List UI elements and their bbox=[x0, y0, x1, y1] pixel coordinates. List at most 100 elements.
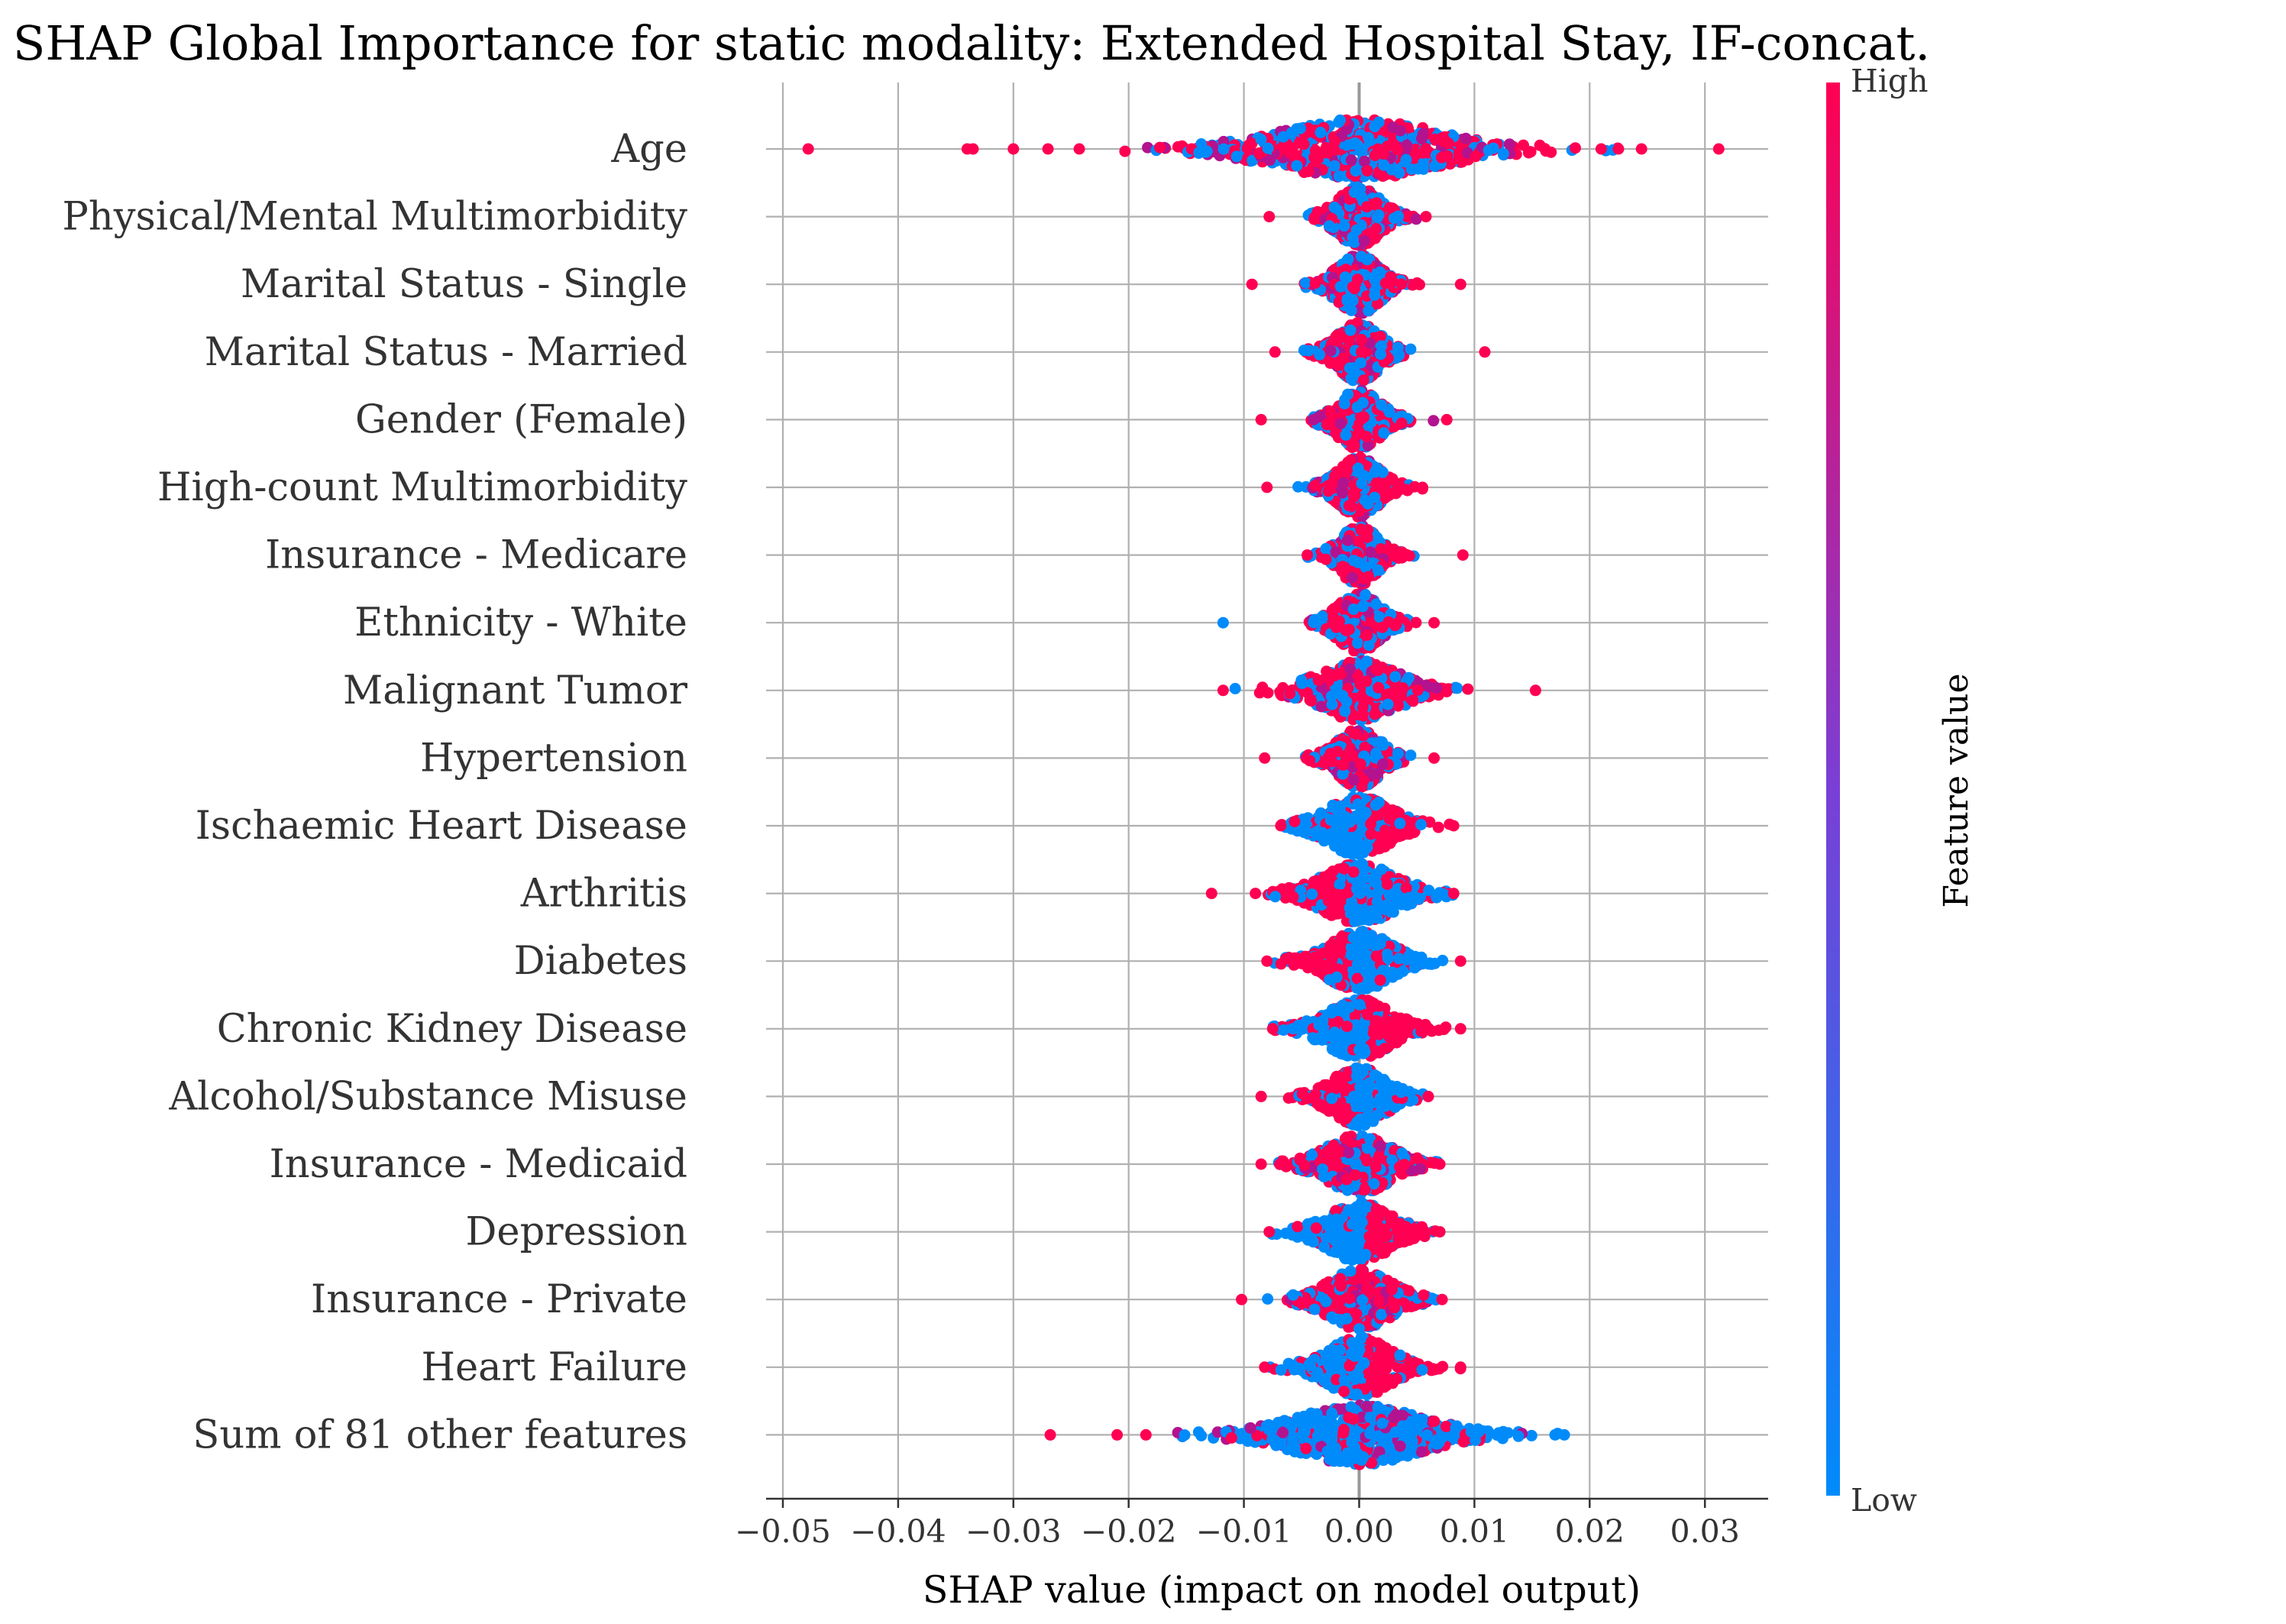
shap-point bbox=[1429, 133, 1441, 145]
shap-point bbox=[1298, 138, 1310, 150]
shap-point bbox=[1314, 126, 1327, 138]
shap-point-outlier bbox=[1454, 278, 1466, 290]
shap-point bbox=[1334, 114, 1346, 126]
shap-point bbox=[1392, 748, 1404, 759]
shap-point bbox=[1334, 878, 1346, 891]
shap-point bbox=[1347, 555, 1360, 567]
shap-point-outlier bbox=[1261, 481, 1273, 493]
shap-point bbox=[1289, 816, 1301, 827]
shap-point bbox=[1345, 304, 1357, 316]
shap-point bbox=[1349, 489, 1361, 501]
shap-point bbox=[1401, 139, 1413, 151]
shap-point bbox=[1378, 427, 1390, 439]
shap-point bbox=[1308, 616, 1320, 629]
shap-point bbox=[1370, 223, 1382, 235]
shap-point bbox=[1534, 139, 1546, 151]
shap-point bbox=[1324, 814, 1337, 826]
shap-point bbox=[1331, 329, 1343, 341]
shap-point bbox=[1329, 135, 1341, 147]
shap-point bbox=[1337, 561, 1349, 573]
shap-point bbox=[1304, 755, 1316, 767]
shap-point bbox=[1327, 907, 1340, 920]
shap-point bbox=[1142, 141, 1154, 154]
shap-point bbox=[1309, 277, 1321, 290]
shap-point bbox=[1350, 728, 1362, 740]
shap-point-outlier bbox=[1447, 888, 1460, 900]
shap-point bbox=[1119, 145, 1131, 157]
shap-point bbox=[1361, 629, 1373, 641]
shap-point-outlier bbox=[802, 143, 814, 155]
shap-point bbox=[1386, 163, 1398, 176]
chart-title: SHAP Global Importance for static modali… bbox=[13, 15, 1930, 71]
shap-point bbox=[1363, 131, 1375, 144]
shap-point bbox=[1301, 826, 1312, 838]
shap-point bbox=[1299, 277, 1311, 289]
shap-point bbox=[1338, 220, 1350, 232]
shap-point bbox=[1416, 132, 1428, 144]
shap-point-outlier bbox=[1246, 278, 1258, 290]
shap-point bbox=[1376, 340, 1388, 352]
shap-point bbox=[1389, 671, 1402, 683]
shap-point bbox=[1385, 474, 1397, 486]
shap-point bbox=[1348, 186, 1360, 199]
shap-point bbox=[1334, 280, 1347, 293]
shap-point bbox=[1361, 201, 1373, 213]
shap-point bbox=[1365, 828, 1377, 840]
shap-point bbox=[1372, 332, 1384, 344]
shap-point-outlier bbox=[1420, 211, 1432, 223]
shap-point bbox=[1337, 690, 1349, 702]
shap-point bbox=[1369, 799, 1382, 811]
shap-point bbox=[1326, 698, 1338, 710]
shap-point bbox=[1369, 150, 1381, 161]
shap-point bbox=[1375, 543, 1387, 555]
shap-point bbox=[1343, 500, 1355, 512]
shap-point bbox=[1460, 132, 1472, 144]
shap-point bbox=[1324, 406, 1337, 419]
shap-point bbox=[1362, 498, 1374, 510]
shap-point-outlier bbox=[1301, 549, 1314, 561]
shap-point bbox=[1423, 885, 1435, 897]
shap-point bbox=[1370, 877, 1382, 889]
shap-point bbox=[1388, 543, 1400, 555]
shap-point bbox=[1331, 746, 1343, 758]
shap-point bbox=[1341, 295, 1353, 307]
shap-point bbox=[1363, 305, 1375, 317]
shap-point bbox=[1358, 411, 1370, 423]
shap-point bbox=[1358, 696, 1370, 708]
shap-point-outlier bbox=[1712, 143, 1725, 155]
shap-point bbox=[1241, 142, 1253, 154]
shap-point-outlier bbox=[1042, 143, 1054, 155]
shap-point bbox=[1403, 891, 1415, 904]
shap-point bbox=[1331, 898, 1343, 910]
shap-point bbox=[1386, 826, 1398, 838]
shap-point bbox=[1365, 818, 1377, 830]
shap-point bbox=[1262, 687, 1274, 699]
shap-point bbox=[1264, 154, 1276, 167]
shap-point bbox=[1415, 819, 1427, 830]
shap-point bbox=[1358, 235, 1370, 247]
shap-point bbox=[1384, 837, 1396, 849]
shap-point bbox=[1339, 704, 1351, 717]
shap-point bbox=[1370, 197, 1382, 209]
shap-point bbox=[1230, 150, 1243, 163]
shap-point-outlier bbox=[1263, 211, 1276, 223]
shap-point bbox=[1391, 484, 1403, 495]
shap-point bbox=[1352, 798, 1364, 810]
shap-point bbox=[1360, 675, 1373, 687]
shap-point bbox=[1284, 147, 1296, 160]
shap-point bbox=[1277, 131, 1289, 143]
shap-point bbox=[1336, 466, 1348, 478]
shap-point-outlier bbox=[1417, 481, 1428, 493]
shap-point bbox=[1154, 141, 1166, 154]
shap-point bbox=[1320, 553, 1332, 565]
shap-point bbox=[1497, 147, 1509, 160]
shap-point bbox=[1350, 165, 1362, 177]
shap-point bbox=[1285, 127, 1298, 139]
shap-point bbox=[1451, 682, 1463, 694]
shap-point bbox=[1350, 224, 1363, 236]
shap-point bbox=[1352, 273, 1364, 286]
shap-point bbox=[1321, 419, 1333, 431]
shap-point bbox=[1343, 623, 1355, 636]
shap-point bbox=[1410, 213, 1422, 225]
